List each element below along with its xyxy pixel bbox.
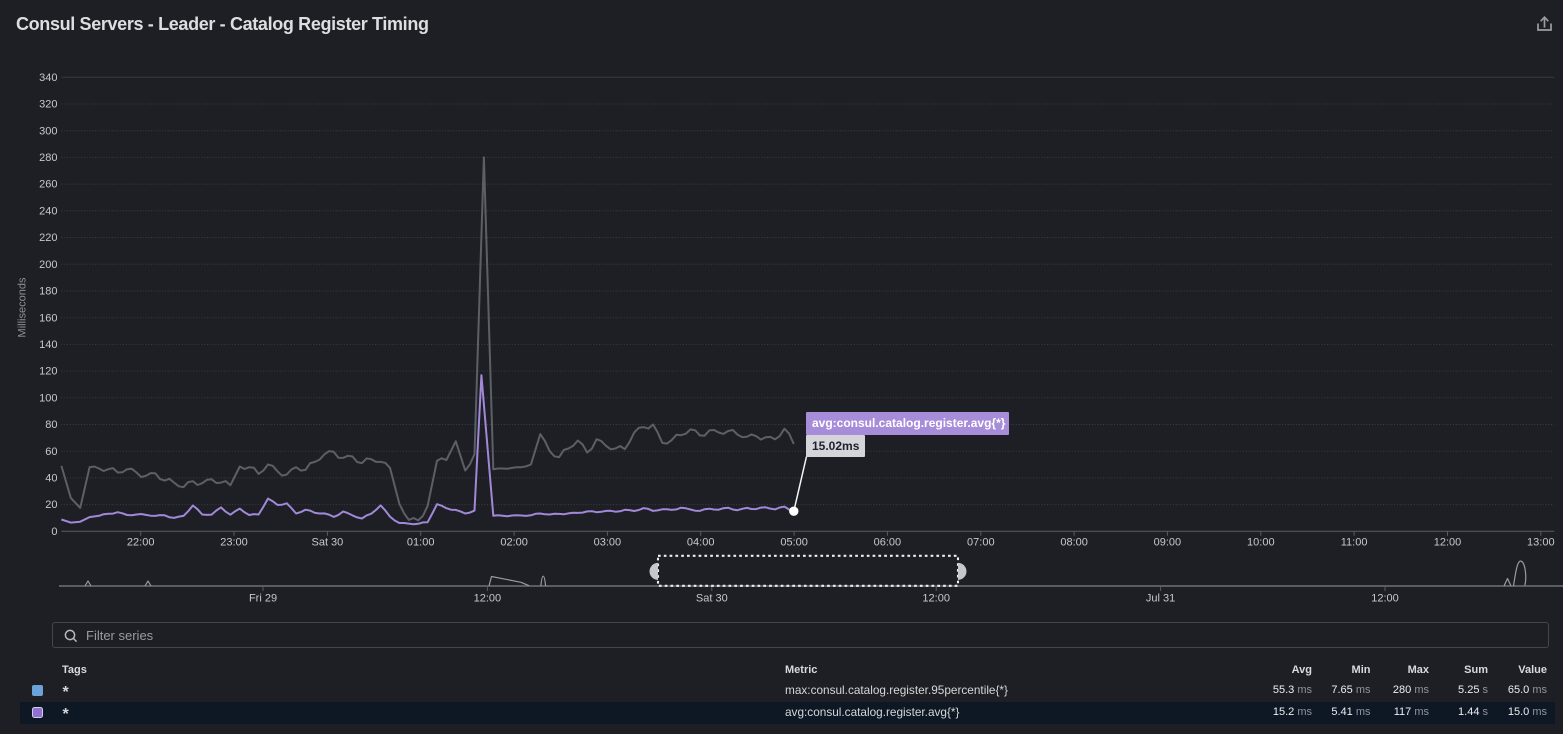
svg-text:20: 20 [45,499,57,511]
svg-text:09:00: 09:00 [1154,537,1182,549]
svg-text:80: 80 [45,419,57,431]
svg-text:08:00: 08:00 [1060,537,1088,549]
svg-text:280: 280 [39,152,57,164]
svg-text:Fri 29: Fri 29 [249,593,277,605]
svg-text:40: 40 [45,473,57,485]
svg-text:0: 0 [51,526,57,538]
svg-text:180: 180 [39,286,57,298]
svg-text:05:00: 05:00 [780,537,808,549]
svg-text:02:00: 02:00 [500,537,528,549]
svg-text:160: 160 [39,312,57,324]
svg-text:04:00: 04:00 [687,537,715,549]
svg-text:200: 200 [39,259,57,271]
svg-text:140: 140 [39,339,57,351]
svg-text:22:00: 22:00 [127,537,155,549]
svg-text:01:00: 01:00 [407,537,435,549]
svg-text:340: 340 [39,72,57,84]
svg-text:Jul 31: Jul 31 [1146,593,1175,605]
svg-text:12:00: 12:00 [922,593,950,605]
svg-text:240: 240 [39,205,57,217]
svg-text:100: 100 [39,392,57,404]
svg-text:13:00: 13:00 [1527,537,1555,549]
svg-text:Milliseconds: Milliseconds [17,277,29,337]
svg-text:120: 120 [39,366,57,378]
svg-text:06:00: 06:00 [874,537,902,549]
svg-text:Sat 30: Sat 30 [311,537,343,549]
svg-text:12:00: 12:00 [1371,593,1399,605]
svg-text:12:00: 12:00 [1434,537,1462,549]
svg-text:07:00: 07:00 [967,537,995,549]
svg-text:300: 300 [39,125,57,137]
svg-text:10:00: 10:00 [1247,537,1275,549]
svg-text:12:00: 12:00 [474,593,502,605]
svg-text:60: 60 [45,446,57,458]
svg-text:03:00: 03:00 [594,537,622,549]
svg-text:320: 320 [39,99,57,111]
svg-text:220: 220 [39,232,57,244]
svg-text:23:00: 23:00 [220,537,248,549]
svg-text:11:00: 11:00 [1341,537,1368,549]
svg-text:260: 260 [39,179,57,191]
svg-text:Sat 30: Sat 30 [696,593,728,605]
